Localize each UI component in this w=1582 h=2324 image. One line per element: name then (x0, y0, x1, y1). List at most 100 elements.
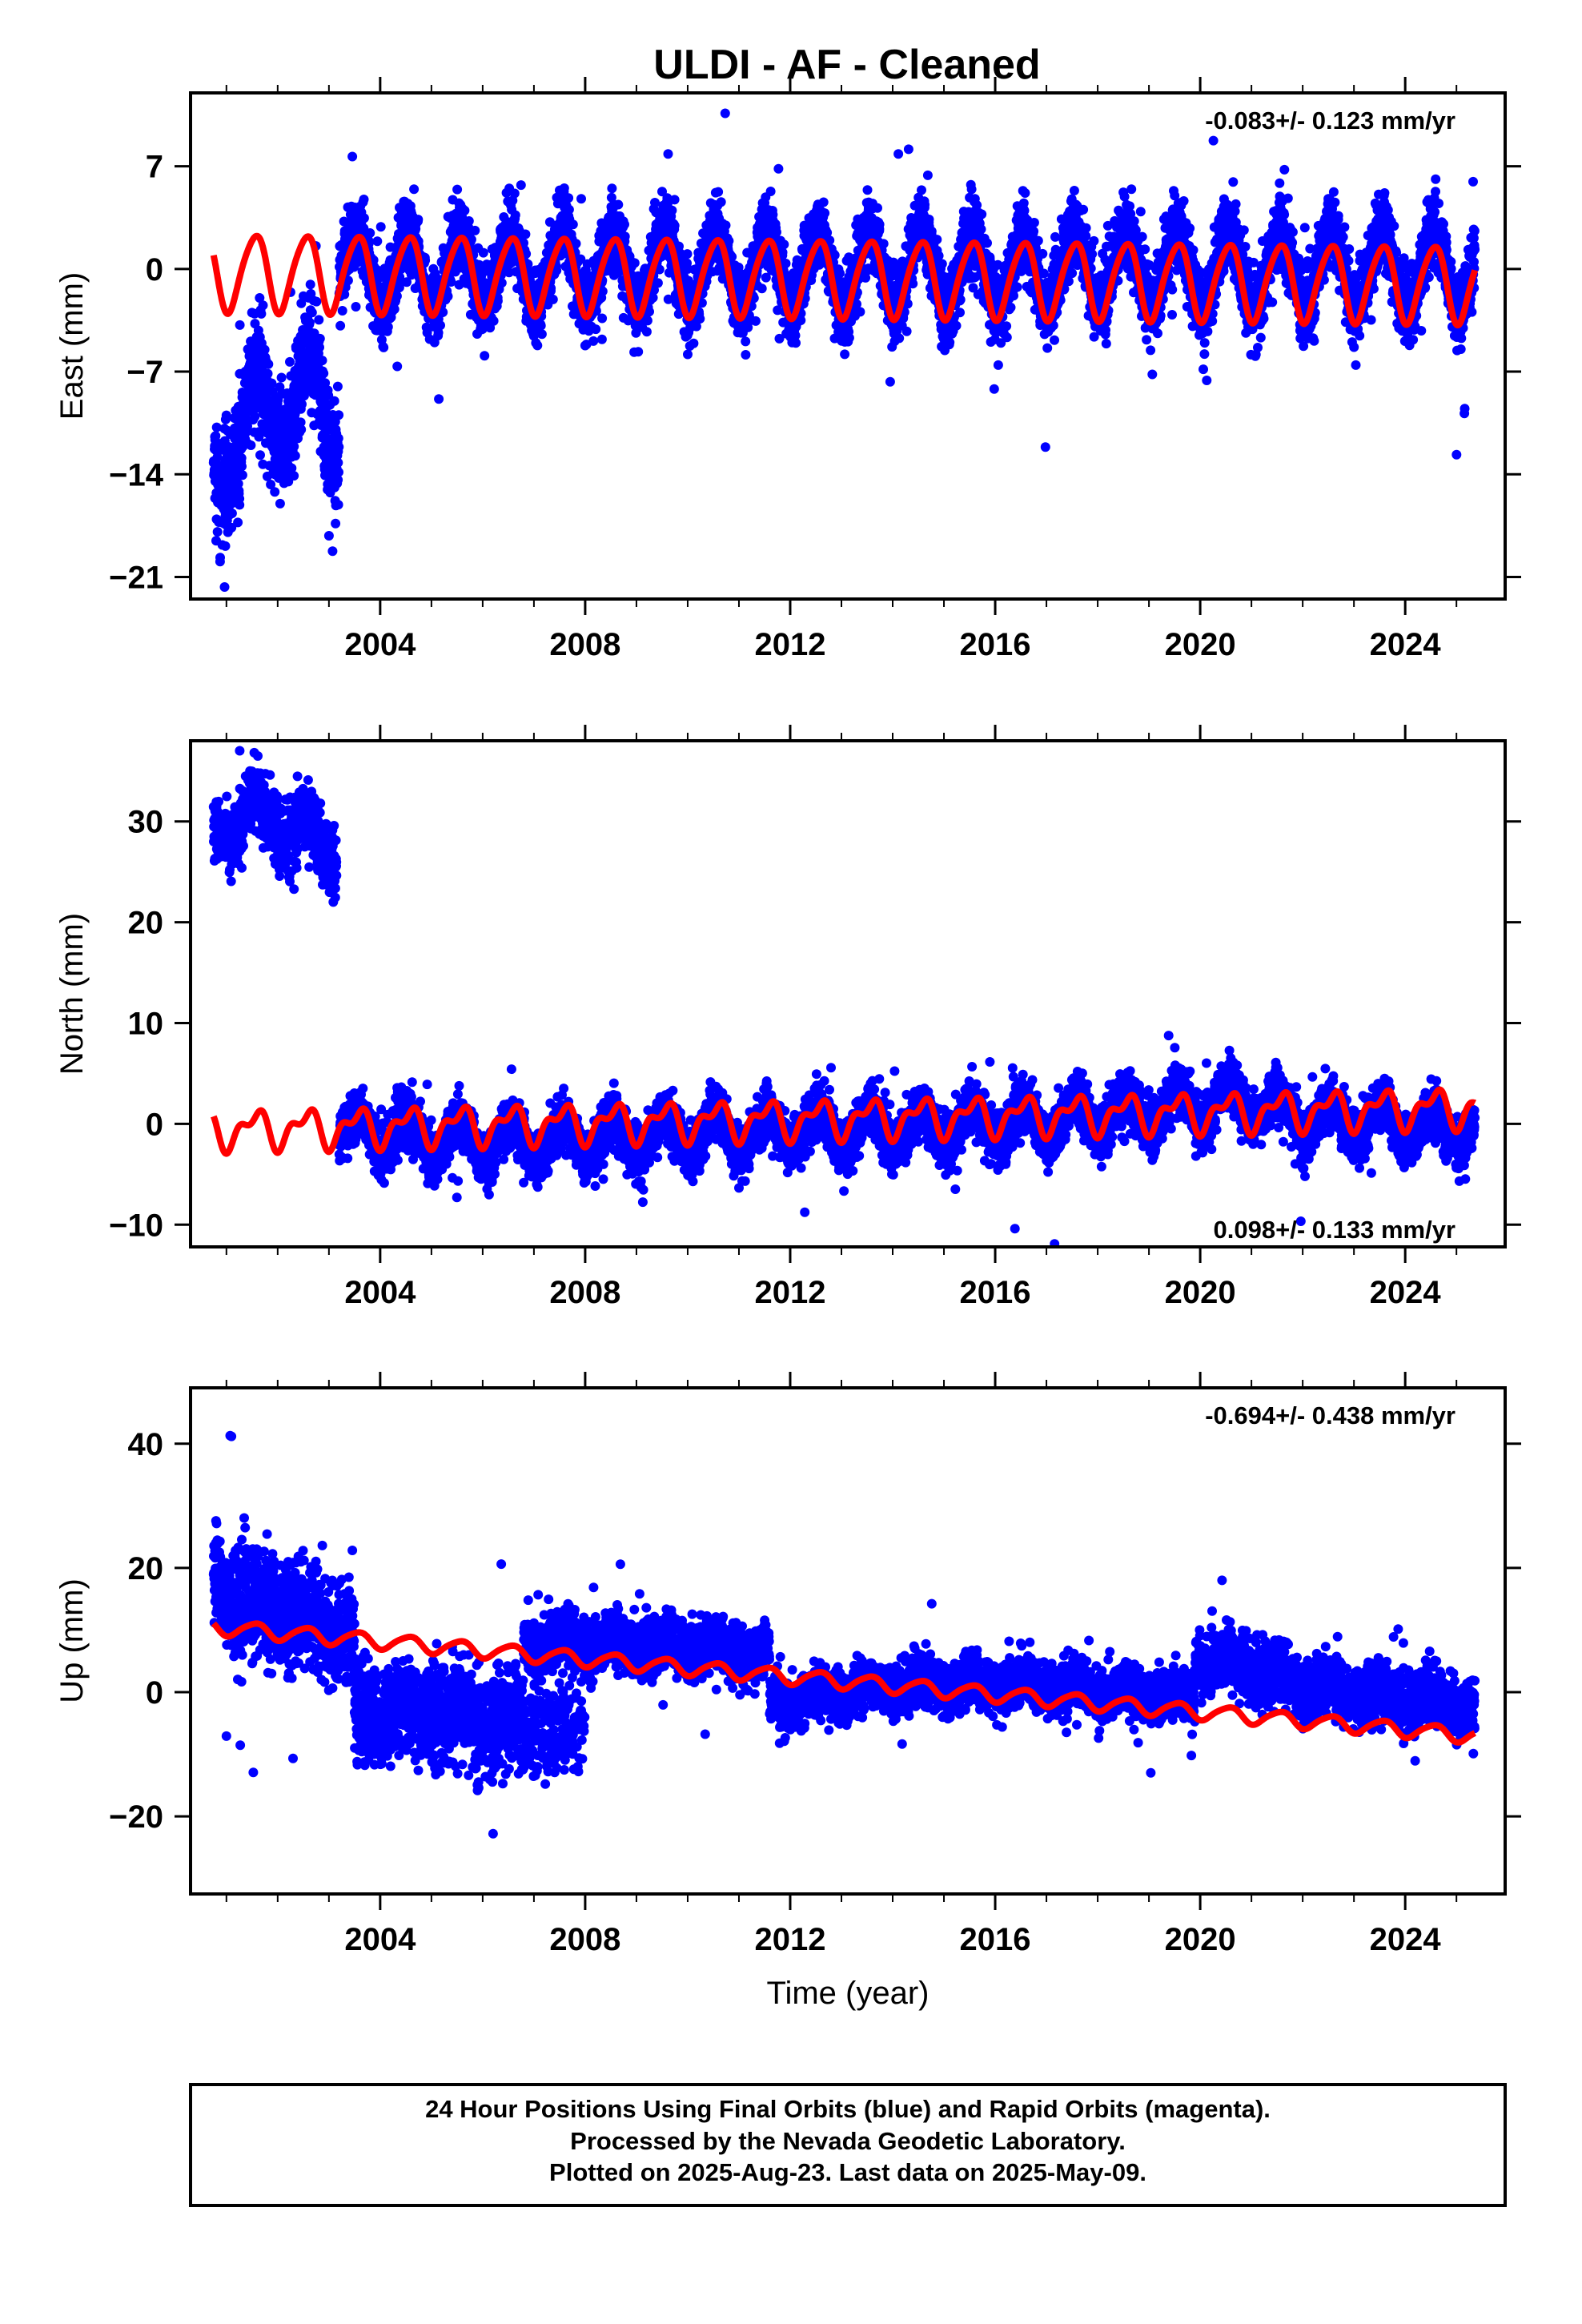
east-data-point (333, 457, 343, 468)
east-data-point (932, 235, 942, 245)
east-data-point (641, 327, 652, 337)
east-data-point (920, 199, 930, 210)
east-data-point (682, 249, 693, 259)
east-data-point (629, 258, 640, 268)
east-data-point (409, 184, 420, 195)
east-data-point (333, 500, 343, 510)
east-data-point (212, 527, 223, 537)
east-data-point (820, 208, 830, 219)
east-data-point (903, 144, 913, 155)
east-data-point (532, 340, 543, 351)
east-data-point (235, 500, 245, 510)
east-data-point (663, 149, 673, 159)
east-data-point (773, 163, 784, 174)
east-data-point (255, 450, 265, 460)
east-data-point (840, 349, 850, 360)
east-data-point (683, 349, 693, 360)
east-data-point (379, 342, 389, 352)
east-data-point (333, 433, 343, 444)
east-data-point (917, 185, 926, 195)
east-data-point (347, 151, 358, 162)
east-data-point (227, 522, 237, 533)
east-data-point (470, 225, 480, 235)
east-data-point (564, 193, 574, 203)
east-data-point (315, 342, 324, 352)
east-data-point (259, 344, 270, 355)
east-data-point (650, 198, 660, 207)
east-data-point (258, 300, 268, 311)
east-data-point (270, 487, 280, 497)
east-data-point (464, 216, 474, 226)
east-data-point (620, 231, 630, 242)
east-data-point (874, 219, 885, 230)
east-data-point (633, 347, 644, 357)
east-data-point (926, 226, 937, 236)
east-data-point (667, 205, 677, 215)
east-data-point (480, 351, 490, 361)
east-data-point (391, 291, 402, 301)
east-data-point (359, 195, 369, 204)
east-data-point (757, 283, 767, 294)
east-data-point (951, 320, 962, 331)
east-data-point (536, 320, 546, 331)
east-data-point (922, 170, 933, 180)
east-data-point (652, 278, 663, 288)
east-data-point (862, 185, 873, 195)
east-data-point (548, 294, 558, 304)
east-data-point (334, 467, 343, 477)
east-data-point (304, 317, 315, 328)
east-data-point (290, 451, 300, 461)
east-data-point (452, 184, 463, 195)
east-data-point (576, 194, 586, 204)
figure-title: ULDI - AF - Cleaned (653, 42, 1040, 88)
east-data-point (215, 553, 225, 563)
east-data-point (588, 336, 599, 346)
east-data-point (331, 518, 341, 529)
east-data-point (689, 338, 699, 348)
east-data-point (389, 304, 400, 315)
east-data-point (781, 259, 791, 268)
east-data-point (263, 368, 273, 379)
east-data-point (591, 324, 601, 335)
east-data-point (716, 197, 726, 207)
east-data-point (337, 306, 347, 316)
east-data-point (394, 283, 404, 292)
east-data-point (212, 452, 223, 462)
east-data-point (365, 228, 375, 238)
east-data-point (233, 517, 243, 528)
east-data-point (323, 531, 334, 541)
east-data-point (568, 219, 578, 230)
east-data-point (721, 220, 731, 231)
east-data-point (263, 359, 274, 369)
east-data-point (713, 187, 724, 197)
east-data-point (559, 183, 569, 193)
east-data-point (620, 219, 629, 230)
east-data-point (901, 326, 912, 336)
east-data-point (520, 229, 531, 239)
east-data-point (332, 381, 343, 392)
east-data-point (392, 361, 403, 372)
east-data-point (246, 440, 256, 450)
east-data-point (221, 410, 231, 420)
east-data-point (335, 320, 346, 331)
east-data-point (724, 235, 734, 246)
east-data-point (750, 316, 761, 326)
east-data-point (937, 259, 947, 269)
east-data-point (327, 546, 338, 557)
east-data-point (695, 314, 705, 324)
east-data-point (227, 509, 237, 518)
east-data-point (478, 247, 488, 258)
east-data-point (276, 372, 287, 383)
east-data-point (829, 250, 840, 260)
east-data-point (955, 308, 965, 318)
east-data-point (359, 213, 369, 223)
east-data-point (305, 279, 315, 290)
east-data-point (285, 356, 295, 367)
east-data-point (383, 322, 393, 332)
east-data-point (295, 417, 306, 428)
east-data-point (297, 399, 307, 409)
east-data-point (296, 424, 307, 435)
east-data-point (307, 308, 317, 318)
east-data-point (220, 541, 231, 551)
east-data-point (945, 337, 955, 348)
